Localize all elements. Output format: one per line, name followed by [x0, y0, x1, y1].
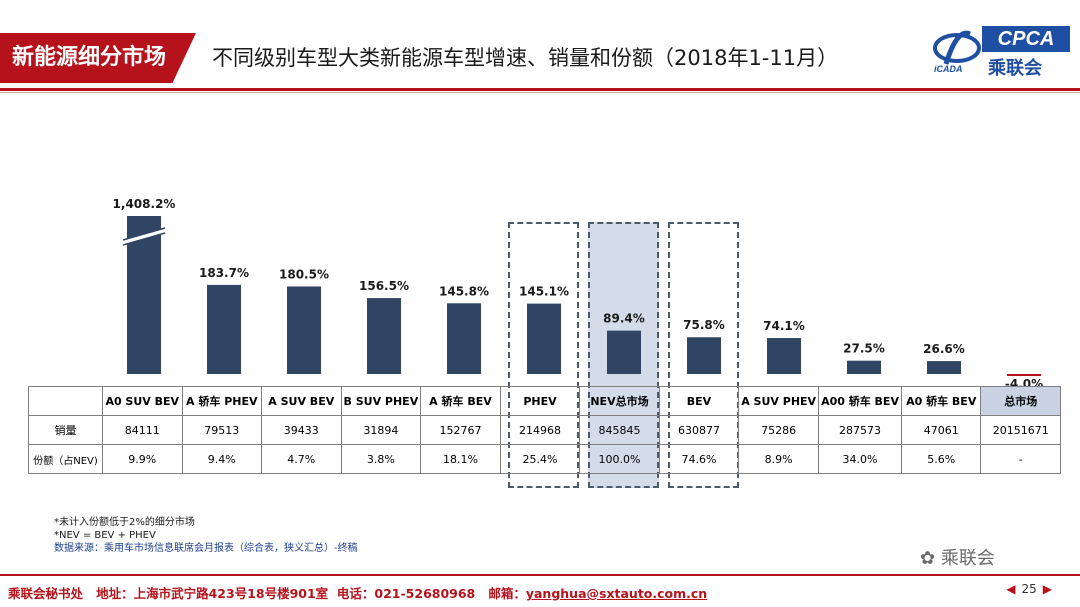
axis-break-icon: [122, 227, 166, 246]
table-header-cell: BEV: [658, 386, 740, 416]
share-cell: 3.8%: [340, 444, 422, 474]
sales-cell: 47061: [900, 415, 982, 445]
sales-cell: 84111: [102, 415, 183, 445]
footer-divider: [0, 574, 1080, 576]
share-cell: 25.4%: [499, 444, 581, 474]
page-number: 25: [1021, 582, 1037, 596]
bar-value-label: 1,408.2%: [113, 197, 176, 211]
sales-cell: 79513: [181, 415, 262, 445]
bar-value-label: 27.5%: [843, 342, 885, 356]
bar-value-label: 74.1%: [763, 319, 805, 333]
table-row-share: 份额（占NEV) 9.9% 9.4% 4.7% 3.8% 18.1% 25.4%…: [28, 444, 1061, 474]
footnote-source: 数据来源：乘用车市场信息联席会月报表（综合表，狭义汇总）-终稿: [54, 543, 358, 554]
header-divider-thin: [0, 92, 1080, 93]
sales-cell: 287573: [818, 415, 902, 445]
share-cell: 9.9%: [102, 444, 183, 474]
bar-value-label: 145.8%: [439, 284, 489, 298]
share-cell: 9.4%: [181, 444, 262, 474]
section-tag: 新能源细分市场: [0, 33, 196, 83]
bar-3: [367, 298, 401, 374]
bar-value-label: 180.5%: [279, 267, 329, 281]
table-header-cell: NEV总市场: [579, 386, 660, 416]
sales-cell: 20151671: [980, 415, 1061, 445]
footer-contact: 乘联会秘书处 地址：上海市武宁路423号18号楼901室 电话：021-5268…: [8, 583, 707, 602]
bar-1: [207, 284, 241, 374]
bar-value-label: 26.6%: [923, 342, 965, 356]
highlight-box-phev: [508, 222, 579, 488]
footer-address: 地址：上海市武宁路423号18号楼901室: [96, 586, 329, 601]
bar-4: [447, 303, 481, 374]
footnotes: *未计入份额低于2%的细分市场 *NEV = BEV + PHEV 数据来源：乘…: [54, 516, 358, 555]
bar-value-label: 156.5%: [359, 279, 409, 293]
page-title: 不同级别车型大类新能源车型增速、销量和份额（2018年1-11月）: [212, 46, 839, 70]
table-header-cell: A 轿车 PHEV: [181, 386, 262, 416]
sales-cell: 75286: [738, 415, 820, 445]
wechat-watermark: ✿ 乘联会: [920, 544, 995, 570]
table-header-cell: PHEV: [499, 386, 581, 416]
prev-page-icon[interactable]: ◀: [1006, 582, 1016, 596]
row-label-sales: 销量: [28, 415, 103, 445]
highlight-box-bev: [668, 222, 739, 488]
sales-cell: 39433: [261, 415, 342, 445]
header-divider: [0, 88, 1080, 91]
bar-value-label: 145.1%: [519, 285, 569, 299]
cpca-logo-text: CPCA: [982, 26, 1070, 52]
next-page-icon[interactable]: ▶: [1042, 582, 1052, 596]
bar-10: [927, 361, 961, 374]
table-row-sales: 销量 84111 79513 39433 31894 152767 214968…: [28, 415, 1061, 445]
share-cell: 5.6%: [900, 444, 982, 474]
cpca-emblem-icon: iCADA: [933, 30, 981, 74]
bar-value-label: 183.7%: [199, 266, 249, 280]
footnote-nev-definition: *NEV = BEV + PHEV: [54, 530, 156, 541]
cpca-logo: iCADA CPCA 乘联会: [932, 26, 1072, 79]
bar-7: [687, 337, 721, 374]
table-header-cell: A0 SUV BEV: [102, 386, 183, 416]
sales-cell: 214968: [499, 415, 581, 445]
page-navigation: ◀ 25 ▶: [1006, 582, 1052, 596]
share-cell: 4.7%: [261, 444, 342, 474]
table-header-cell-total: 总市场: [980, 386, 1061, 416]
sales-cell: 31894: [340, 415, 422, 445]
share-cell: 100.0%: [579, 444, 660, 474]
footer-phone: 电话：021-52680968: [336, 586, 476, 601]
growth-bar-chart: 1,408.2% 183.7% 180.5% 156.5% 145.8% 145.1% 89…: [113, 197, 1044, 391]
footer-org: 乘联会秘书处: [8, 586, 84, 601]
wechat-icon: ✿: [920, 548, 936, 569]
bar-5: [527, 303, 561, 374]
sales-cell: 152767: [420, 415, 501, 445]
footer-email-link[interactable]: yanghua@sxtauto.com.cn: [525, 586, 708, 601]
sales-cell: 845845: [579, 415, 660, 445]
table-header-cell: A 轿车 BEV: [420, 386, 501, 416]
share-cell: 18.1%: [420, 444, 501, 474]
bar-11: [1007, 374, 1041, 376]
bar-value-label: 75.8%: [683, 318, 725, 332]
bar-9: [847, 360, 881, 374]
bar-value-label: 89.4%: [603, 312, 645, 326]
table-header-row: A0 SUV BEV A 轿车 PHEV A SUV BEV B SUV PHE…: [28, 386, 1061, 416]
share-cell: 74.6%: [658, 444, 740, 474]
table-header-cell: B SUV PHEV: [340, 386, 422, 416]
sales-cell: 630877: [658, 415, 740, 445]
svg-text:iCADA: iCADA: [934, 64, 963, 74]
bar-8: [767, 338, 801, 374]
table-header-cell: A0 轿车 BEV: [900, 386, 982, 416]
share-cell: -: [980, 444, 1061, 474]
table-corner-cell: [28, 386, 103, 416]
table-header-cell: A SUV PHEV: [738, 386, 820, 416]
table-header-cell: A SUV BEV: [261, 386, 342, 416]
bar-2: [287, 286, 321, 374]
table-header-cell: A00 轿车 BEV: [818, 386, 902, 416]
sales-share-table: A0 SUV BEV A 轿车 PHEV A SUV BEV B SUV PHE…: [28, 386, 1061, 474]
footer-email-label: 邮箱：: [488, 586, 526, 601]
share-cell: 34.0%: [818, 444, 902, 474]
wechat-watermark-text: 乘联会: [940, 548, 995, 569]
bar-6: [607, 330, 641, 374]
footnote-share-threshold: *未计入份额低于2%的细分市场: [54, 517, 195, 528]
share-cell: 8.9%: [738, 444, 820, 474]
row-label-share: 份额（占NEV): [28, 444, 103, 474]
cpca-logo-cn: 乘联会: [988, 58, 1042, 79]
